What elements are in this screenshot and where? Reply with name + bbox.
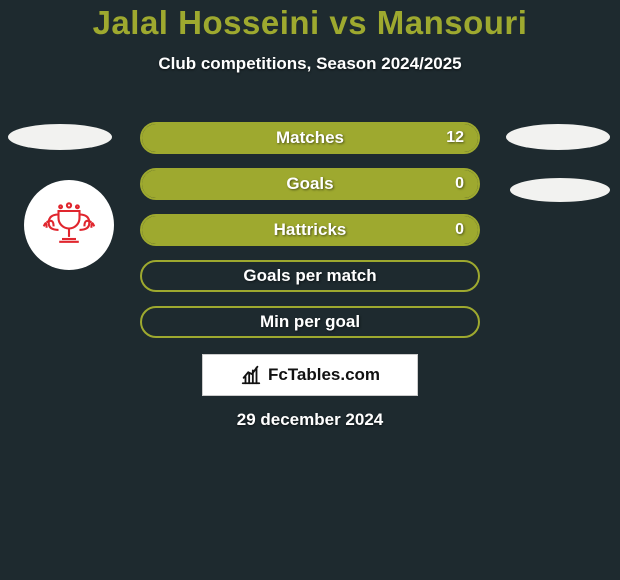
stat-bars: Matches 12 Goals 0 Hattricks 0 Goals per match… [140,122,480,352]
stat-bar-label: Goals per match [243,266,376,286]
stat-bar-value: 0 [455,175,464,193]
page-title: Jalal Hosseini vs Mansouri [0,4,620,42]
content-root: Jalal Hosseini vs Mansouri Club competit… [0,0,620,580]
stat-bar-row: Goals per match [140,260,480,292]
brand-box: FcTables.com [202,354,418,396]
stat-bar-value: 0 [455,221,464,239]
stat-bar-label: Min per goal [260,312,360,332]
stat-bar-row: Min per goal [140,306,480,338]
generated-date: 29 december 2024 [0,410,620,430]
stat-bar-row: Hattricks 0 [140,214,480,246]
player-left-ellipse [8,124,112,150]
brand-text: FcTables.com [268,365,380,385]
page-subtitle: Club competitions, Season 2024/2025 [0,54,620,74]
bars-chart-icon [240,364,262,386]
stat-bar-label: Hattricks [274,220,347,240]
player-right-ellipse-2 [510,178,610,202]
club-badge-avatar [24,180,114,270]
trophy-crest-icon [34,190,104,260]
stat-bar-label: Matches [276,128,344,148]
stat-bar-label: Goals [286,174,333,194]
player-right-ellipse-1 [506,124,610,150]
stat-bar-value: 12 [446,129,464,147]
stat-bar-row: Goals 0 [140,168,480,200]
stat-bar-row: Matches 12 [140,122,480,154]
